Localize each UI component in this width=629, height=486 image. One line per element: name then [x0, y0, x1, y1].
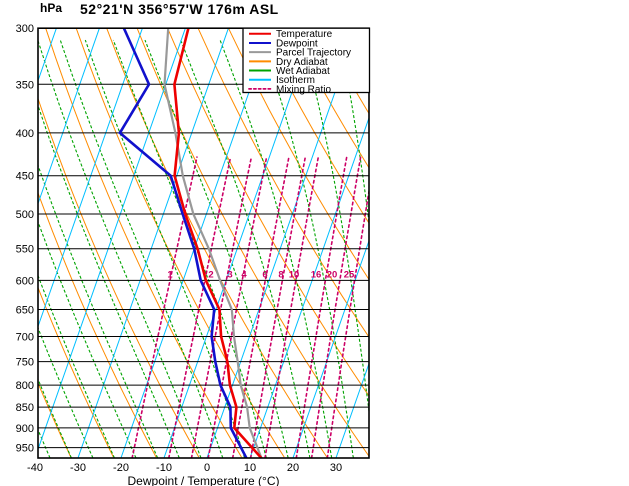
- svg-text:hPa: hPa: [40, 1, 62, 15]
- svg-text:800: 800: [16, 380, 34, 392]
- svg-text:450: 450: [16, 171, 34, 183]
- svg-text:300: 300: [16, 23, 34, 35]
- svg-text:0: 0: [204, 462, 210, 474]
- svg-text:600: 600: [16, 275, 34, 287]
- svg-text:6: 6: [262, 269, 267, 280]
- svg-text:8: 8: [278, 269, 283, 280]
- svg-text:900: 900: [16, 423, 34, 435]
- svg-text:Mixing Ratio: Mixing Ratio: [276, 84, 331, 95]
- svg-text:1: 1: [167, 269, 173, 280]
- svg-text:950: 950: [16, 443, 34, 455]
- svg-text:350: 350: [16, 79, 34, 91]
- svg-text:10: 10: [289, 269, 300, 280]
- svg-text:500: 500: [16, 209, 34, 221]
- svg-text:-10: -10: [156, 462, 172, 474]
- svg-text:25: 25: [344, 269, 355, 280]
- svg-text:-40: -40: [27, 462, 43, 474]
- svg-text:16: 16: [311, 269, 322, 280]
- svg-text:-30: -30: [70, 462, 86, 474]
- svg-text:4: 4: [241, 269, 247, 280]
- svg-text:550: 550: [16, 244, 34, 256]
- svg-text:20: 20: [327, 269, 338, 280]
- svg-text:30: 30: [330, 462, 342, 474]
- svg-text:400: 400: [16, 128, 34, 140]
- svg-text:3: 3: [227, 269, 232, 280]
- svg-text:Dewpoint / Temperature (°C): Dewpoint / Temperature (°C): [128, 474, 280, 486]
- svg-text:700: 700: [16, 332, 34, 344]
- svg-text:20: 20: [287, 462, 299, 474]
- svg-text:10: 10: [244, 462, 256, 474]
- svg-text:2: 2: [208, 269, 213, 280]
- svg-text:650: 650: [16, 305, 34, 317]
- svg-text:52°21'N 356°57'W 176m ASL: 52°21'N 356°57'W 176m ASL: [80, 1, 279, 17]
- svg-text:750: 750: [16, 357, 34, 369]
- svg-text:850: 850: [16, 402, 34, 414]
- svg-text:-20: -20: [113, 462, 129, 474]
